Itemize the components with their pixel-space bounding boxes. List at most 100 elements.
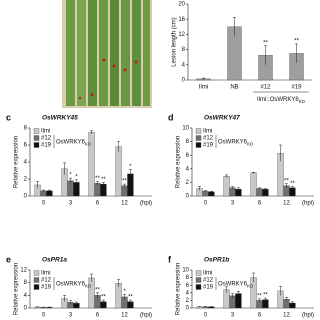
error-bar (90, 130, 94, 134)
significance: ** (257, 293, 262, 299)
y-tick-label: 8 (186, 139, 190, 145)
legend-swatch (195, 135, 202, 141)
group-label-sub: KD (85, 283, 92, 288)
x-tick-label: 6 (258, 313, 262, 319)
legend-label: #19 (41, 143, 52, 149)
x-tick-label: 3 (69, 201, 73, 207)
y-tick-label: 6 (186, 283, 190, 289)
error-bar (209, 306, 213, 308)
error-bar (264, 45, 267, 65)
significance: * (123, 289, 126, 295)
y-axis-label: Relative expression (14, 263, 20, 315)
significance: ** (95, 287, 100, 293)
group-label: OsWRKY6KD (218, 139, 254, 146)
chart-title: OsWRKY47 (204, 115, 240, 122)
legend-label: #12 (41, 136, 52, 142)
error-bar (225, 286, 229, 293)
significance: * (69, 173, 72, 179)
error-bar (42, 189, 45, 192)
panel-label: d (168, 112, 174, 122)
y-tick-label: 8 (24, 126, 28, 132)
significance: ** (263, 40, 268, 46)
error-bar (198, 186, 202, 191)
legend-label: Ilmi (203, 129, 212, 135)
significance: * (75, 174, 78, 180)
group-label-main: Ilmi::OsWRKY6 (257, 97, 299, 103)
group-label: Ilmi::OsWRKY6KD (257, 97, 306, 104)
error-bar (198, 306, 202, 308)
x-unit: (hpi) (140, 201, 152, 207)
leaf-photo (62, 0, 152, 108)
y-axis-label: Lesion length (cm) (172, 17, 178, 66)
error-bar (290, 301, 294, 305)
y-tick-label: 8 (182, 47, 186, 53)
error-bar (47, 189, 51, 192)
panel-label: e (6, 254, 11, 264)
error-bar (285, 297, 288, 302)
legend-label: #12 (203, 136, 214, 142)
x-unit: (hpi) (302, 201, 314, 207)
error-bar (63, 295, 67, 302)
y-tick-label: 20 (178, 2, 185, 8)
legend-label: #12 (203, 278, 214, 284)
significance: ** (284, 178, 289, 184)
error-bar (123, 183, 126, 188)
group-label-main: OsWRKY6 (56, 139, 86, 145)
y-tick-label: 4 (186, 290, 190, 296)
y-axis-label: Relative expression (14, 136, 20, 188)
significance: * (129, 164, 132, 170)
bar (223, 176, 230, 197)
legend-label: #19 (41, 285, 52, 291)
error-bar (233, 17, 236, 37)
legend-swatch (195, 142, 202, 148)
significance: ** (290, 181, 295, 187)
group-label-main: OsWRKY6 (218, 281, 248, 287)
error-bar (295, 43, 298, 63)
x-tick-label: 12 (283, 313, 290, 319)
error-bar (123, 294, 126, 300)
error-bar (69, 177, 72, 184)
error-bar (231, 186, 234, 190)
y-tick-label: 4 (24, 293, 28, 299)
group-label-sub: KD (299, 99, 306, 104)
bar (202, 191, 209, 197)
bar (115, 146, 122, 197)
error-bar (117, 279, 121, 288)
x-tick-label: 6 (258, 201, 262, 207)
error-bar (258, 187, 261, 190)
x-tick-label: 0 (204, 201, 208, 207)
legend-label: #19 (203, 285, 214, 291)
legend-swatch (33, 128, 40, 134)
error-bar (96, 292, 99, 298)
error-bar (231, 293, 234, 299)
significance: ** (101, 295, 106, 301)
chart-title: OsWRKY45 (42, 115, 78, 122)
legend-swatch (33, 135, 40, 141)
error-bar (90, 273, 94, 282)
bar (250, 172, 257, 197)
legend-swatch (195, 277, 202, 283)
error-bar (279, 144, 283, 162)
error-bar (36, 181, 40, 189)
y-tick-label: 4 (24, 160, 28, 166)
group-label-sub: KD (85, 141, 92, 146)
group-label: OsWRKY6KD (56, 139, 92, 146)
y-tick-label: 10 (182, 268, 189, 274)
error-bar (225, 174, 229, 178)
error-bar (74, 301, 78, 305)
error-bar (285, 183, 288, 188)
error-bar (63, 162, 67, 175)
x-tick-label: #19 (291, 85, 302, 91)
legend-label: Ilmi (41, 271, 50, 277)
x-tick-label: 3 (231, 201, 235, 207)
bar (256, 188, 263, 197)
x-tick-label: 0 (42, 201, 46, 207)
significance: ** (95, 176, 100, 182)
error-bar (128, 169, 132, 179)
x-unit: (hpi) (302, 313, 314, 319)
error-bar (258, 298, 261, 302)
x-tick-label: Ilmi (199, 85, 208, 91)
error-bar (252, 272, 256, 283)
y-tick-label: 12 (178, 32, 185, 38)
